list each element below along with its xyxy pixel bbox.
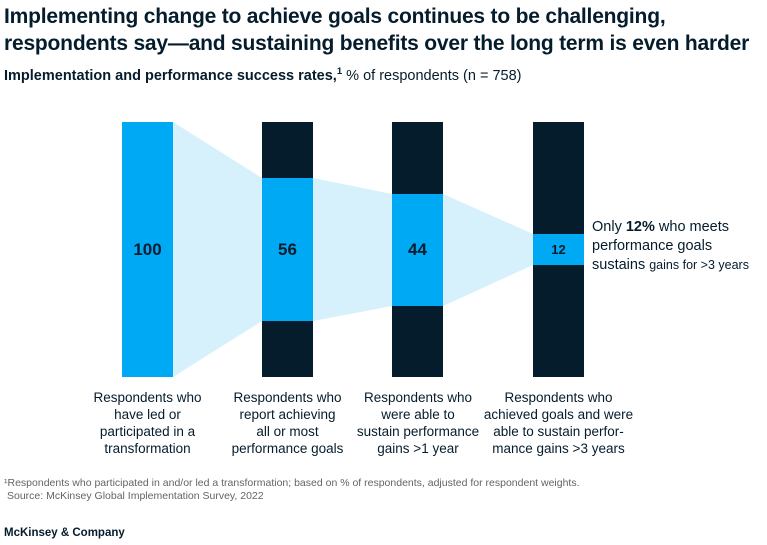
footnote-marker: 1 (336, 66, 343, 77)
label-line: able to sustain perfor- (493, 424, 624, 439)
label-line: performance goals (231, 441, 344, 456)
chart-subtitle-bold: Implementation and performance success r… (4, 67, 337, 84)
chart-subtitle: Implementation and performance success r… (4, 66, 521, 84)
label-line: sustain performance (356, 424, 480, 439)
chart-annotation: Only 12% who meets performance goals sus… (592, 218, 767, 275)
bar-category-label: Respondents who report achieving all or … (217, 389, 358, 457)
funnel-bar: 56 (262, 122, 313, 377)
funnel-bar: 12 (533, 122, 584, 377)
annotation-highlight-value: 12% (625, 219, 655, 235)
funnel-bar: 100 (122, 122, 173, 377)
label-line: report achieving (239, 407, 336, 422)
footnote-line: ¹Respondents who participated in and/or … (4, 477, 580, 489)
source-line: Source: McKinsey Global Implementation S… (7, 489, 264, 502)
bar-category-label: Respondents who were able to sustain per… (343, 389, 493, 457)
label-line: Respondents who (363, 390, 473, 405)
footnote: ¹Respondents who participated in and/or … (4, 477, 704, 502)
funnel-bar: 44 (392, 122, 443, 377)
label-line: gains >1 year (377, 441, 459, 456)
page-title-line1: Implementing change to achieve goals con… (4, 5, 666, 28)
bar-blue-segment (392, 194, 443, 306)
label-line: Respondents who (233, 390, 342, 405)
label-line: Respondents who (93, 390, 202, 405)
bar-value-label: 44 (408, 240, 427, 259)
label-line: participated in a (99, 424, 196, 439)
label-line: all or most (256, 424, 319, 439)
annotation-line1: Only 12% who meets (592, 218, 767, 237)
page-title-line2: respondents say—and sustaining benefits … (4, 32, 750, 55)
label-line: were able to (381, 407, 455, 422)
annotation-line3: sustains gains for >3 years (592, 256, 767, 275)
bar-blue-segment (262, 178, 313, 321)
label-line: have led or (114, 407, 181, 422)
annotation-text: who meets (654, 219, 730, 235)
annotation-text-small: gains for >3 years (649, 258, 749, 272)
chart-subtitle-rest: % of respondents (n = 758) (342, 67, 522, 84)
annotation-text: sustains (592, 257, 650, 273)
bar-value-label: 12 (551, 242, 566, 257)
annotation-text: Only (592, 219, 626, 235)
label-line: transformation (104, 441, 191, 456)
bar-blue-segment (533, 234, 584, 265)
annotation-line2: performance goals (592, 238, 713, 254)
bar-blue-segment (122, 122, 173, 377)
mckinsey-brand-logo: McKinsey & Company (4, 527, 125, 539)
label-line: mance gains >3 years (492, 441, 625, 456)
label-line: achieved goals and were (483, 407, 634, 422)
label-line: Respondents who (504, 390, 613, 405)
bar-category-label: Respondents who have led or participated… (77, 389, 218, 457)
page-title: Implementing change to achieve goals con… (4, 3, 762, 57)
bar-value-label: 56 (278, 239, 297, 259)
bar-category-label: Respondents who achieved goals and were … (468, 389, 649, 457)
bar-value-label: 100 (133, 239, 162, 259)
